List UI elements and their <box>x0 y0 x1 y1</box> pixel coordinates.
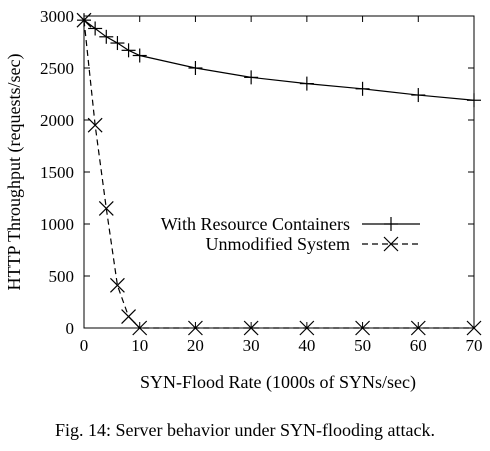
chart: 0 10 20 30 40 50 60 70 0 500 1000 1500 2000 2500 3000… <box>4 7 483 393</box>
x-tick-label: 30 <box>243 336 260 355</box>
x-tick-label: 0 <box>80 336 89 355</box>
series-line-1 <box>83 19 475 101</box>
series-2-point <box>98 200 114 216</box>
series-line-2 <box>83 20 474 329</box>
y-tick-label: 1500 <box>40 163 74 182</box>
y-axis-label: HTTP Throughput (requests/sec) <box>4 54 25 291</box>
series-2-point <box>355 320 370 336</box>
series-2-point <box>188 320 203 336</box>
series-1-point <box>355 81 370 96</box>
x-tick-label: 50 <box>354 336 371 355</box>
legend-label-2: Unmodified System <box>206 234 351 254</box>
series-2-point <box>410 320 426 336</box>
series-2-point <box>299 320 315 336</box>
series-2-point <box>110 277 125 293</box>
series-2-point <box>466 320 482 336</box>
series-1-point <box>188 61 203 75</box>
x-axis-label: SYN-Flood Rate (1000s of SYNs/sec) <box>140 372 416 393</box>
series-layer <box>76 12 482 336</box>
series-1-point <box>244 70 259 85</box>
y-tick-label: 2500 <box>40 59 74 78</box>
y-axis-ticks: 0 500 1000 1500 2000 2500 3000 <box>40 7 474 338</box>
y-tick-label: 2000 <box>40 111 74 130</box>
series-2-point <box>132 320 148 336</box>
plot-border <box>83 15 475 329</box>
series-1-point <box>88 21 103 36</box>
y-tick-label: 500 <box>49 267 75 286</box>
series-1-point <box>467 93 481 108</box>
x-tick-label: 70 <box>466 336 483 355</box>
series-1-point <box>411 88 426 103</box>
legend-label-1: With Resource Containers <box>161 214 350 234</box>
series-1-point <box>99 29 114 44</box>
series-1-point <box>299 76 314 91</box>
y-tick-label: 1000 <box>40 215 74 234</box>
x-tick-label: 20 <box>187 336 204 355</box>
y-tick-label: 3000 <box>40 7 74 26</box>
x-tick-label: 60 <box>410 336 427 355</box>
series-2-point <box>76 12 92 28</box>
figure-caption: Fig. 14: Server behavior under SYN-flood… <box>55 420 435 440</box>
series-1-point <box>121 43 136 58</box>
x-axis-ticks: 0 10 20 30 40 50 60 70 <box>80 16 483 355</box>
x-tick-label: 40 <box>298 336 315 355</box>
legend-marker-2 <box>383 236 399 252</box>
plot-frame <box>83 15 475 329</box>
series-1-point <box>132 48 147 63</box>
y-tick-label: 0 <box>66 319 75 338</box>
series-2-point <box>243 320 259 336</box>
series-2-point <box>87 117 103 133</box>
legend-marker-1 <box>384 217 398 231</box>
series-1-point <box>110 36 125 51</box>
x-tick-label: 10 <box>131 336 148 355</box>
